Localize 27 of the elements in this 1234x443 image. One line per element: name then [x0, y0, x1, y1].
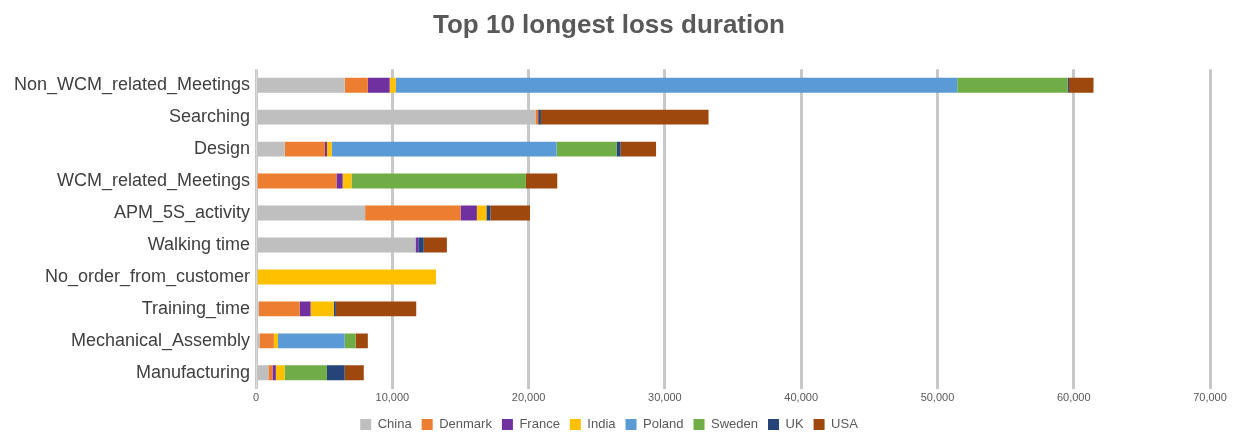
y-tick-label: Manufacturing [136, 361, 251, 382]
y-tick-label: APM_5S_activity [114, 201, 251, 223]
x-tick-label: 10,000 [375, 391, 410, 404]
x-tick-label: 50,000 [920, 391, 955, 404]
legend-label: France [519, 416, 560, 432]
legend-label: Sweden [711, 416, 759, 432]
x-tick-label: 60,000 [1056, 391, 1091, 404]
y-tick-label: Searching [169, 106, 251, 127]
y-tick-label: Walking time [147, 233, 251, 254]
x-tick-label: 70,000 [1193, 391, 1227, 404]
y-tick-label: WCM_related_Meetings [57, 170, 251, 192]
legend-label: UK [785, 416, 804, 432]
y-tick-label: Training_time [141, 297, 251, 319]
legend-label: China [377, 416, 413, 432]
x-tick-label: 30,000 [648, 391, 682, 404]
legend-label: USA [831, 416, 859, 432]
legend-label: Denmark [439, 416, 493, 432]
y-tick-label: Design [194, 138, 251, 159]
x-tick-label: 20,000 [511, 391, 546, 404]
legend-label: Poland [643, 416, 684, 432]
y-tick-label: No_order_from_customer [45, 265, 251, 287]
y-tick-label: Mechanical_Assembly [71, 329, 251, 351]
chart-title: Top 10 longest loss duration [433, 8, 785, 39]
x-tick-label: 0 [253, 391, 260, 404]
y-tick-label: Non_WCM_related_Meetings [14, 74, 251, 96]
x-tick-label: 40,000 [784, 391, 819, 404]
legend-label: India [587, 416, 617, 432]
